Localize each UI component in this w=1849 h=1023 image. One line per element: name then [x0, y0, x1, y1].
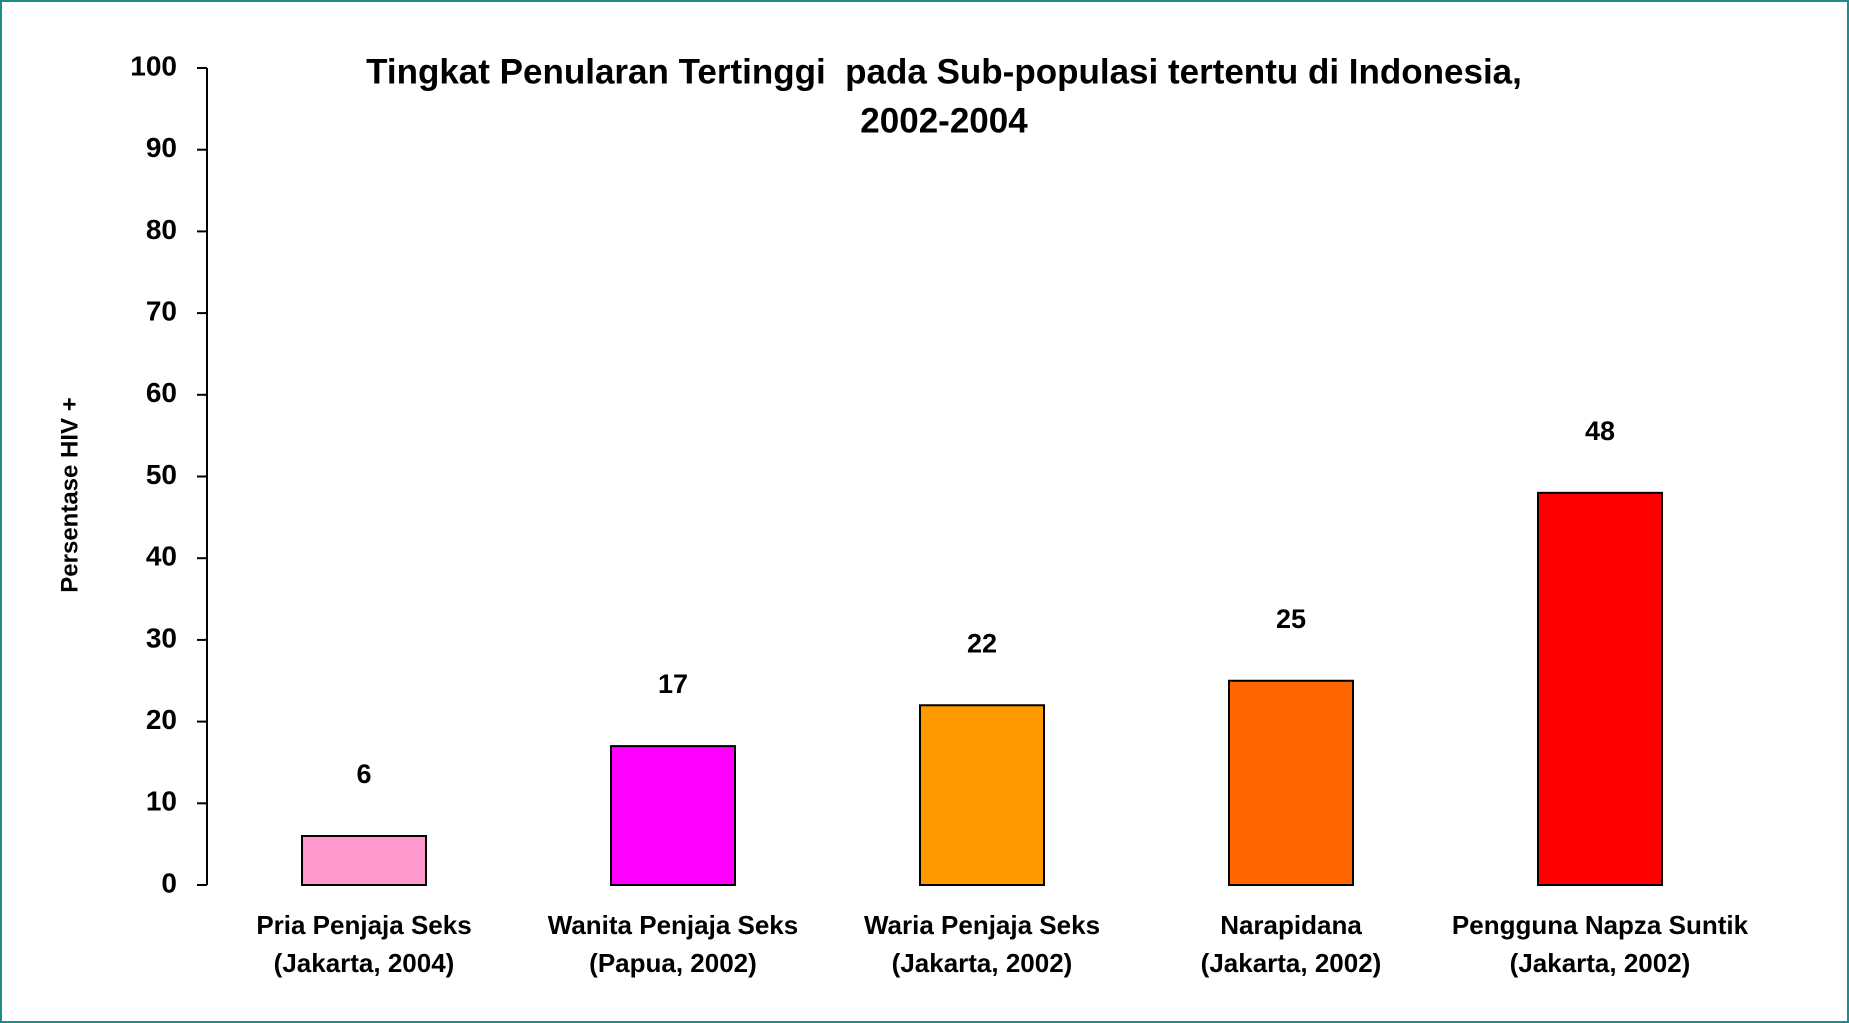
- bar: [1228, 679, 1354, 886]
- x-tick-label: Pria Penjaja Seks: [256, 910, 471, 940]
- y-tick-label: 20: [146, 704, 177, 735]
- x-tick-label: Pengguna Napza Suntik: [1452, 910, 1749, 940]
- x-tick-label: Wanita Penjaja Seks: [548, 910, 798, 940]
- y-axis-label: Persentase HIV +: [56, 397, 83, 592]
- y-tick-label: 60: [146, 377, 177, 408]
- y-tick-label: 80: [146, 214, 177, 245]
- bar: [301, 834, 427, 886]
- bar: [919, 704, 1045, 887]
- x-tick-label: (Jakarta, 2002): [1510, 948, 1691, 978]
- data-label: 48: [1585, 416, 1615, 446]
- y-tick-label: 100: [130, 50, 177, 81]
- x-tick-label: (Jakarta, 2004): [274, 948, 455, 978]
- bar: [1537, 491, 1663, 886]
- y-tick-label: 50: [146, 459, 177, 490]
- chart-title: 2002-2004: [860, 101, 1028, 140]
- data-label: 6: [356, 759, 371, 789]
- y-tick-label: 70: [146, 295, 177, 326]
- chart-title: Tingkat Penularan Tertinggi pada Sub-pop…: [366, 52, 1522, 91]
- x-tick-label: Narapidana: [1220, 910, 1362, 940]
- x-tick-label: (Jakarta, 2002): [1201, 948, 1382, 978]
- y-tick-label: 30: [146, 622, 177, 653]
- x-tick-label: (Jakarta, 2002): [892, 948, 1073, 978]
- data-label: 25: [1276, 604, 1306, 634]
- data-label: 17: [658, 669, 688, 699]
- y-tick-label: 40: [146, 541, 177, 572]
- y-tick-label: 0: [161, 867, 177, 898]
- data-label: 22: [967, 628, 997, 658]
- x-tick-label: (Papua, 2002): [589, 948, 757, 978]
- bar: [610, 745, 736, 886]
- x-tick-label: Waria Penjaja Seks: [864, 910, 1100, 940]
- y-tick-label: 90: [146, 132, 177, 163]
- y-tick-label: 10: [146, 786, 177, 817]
